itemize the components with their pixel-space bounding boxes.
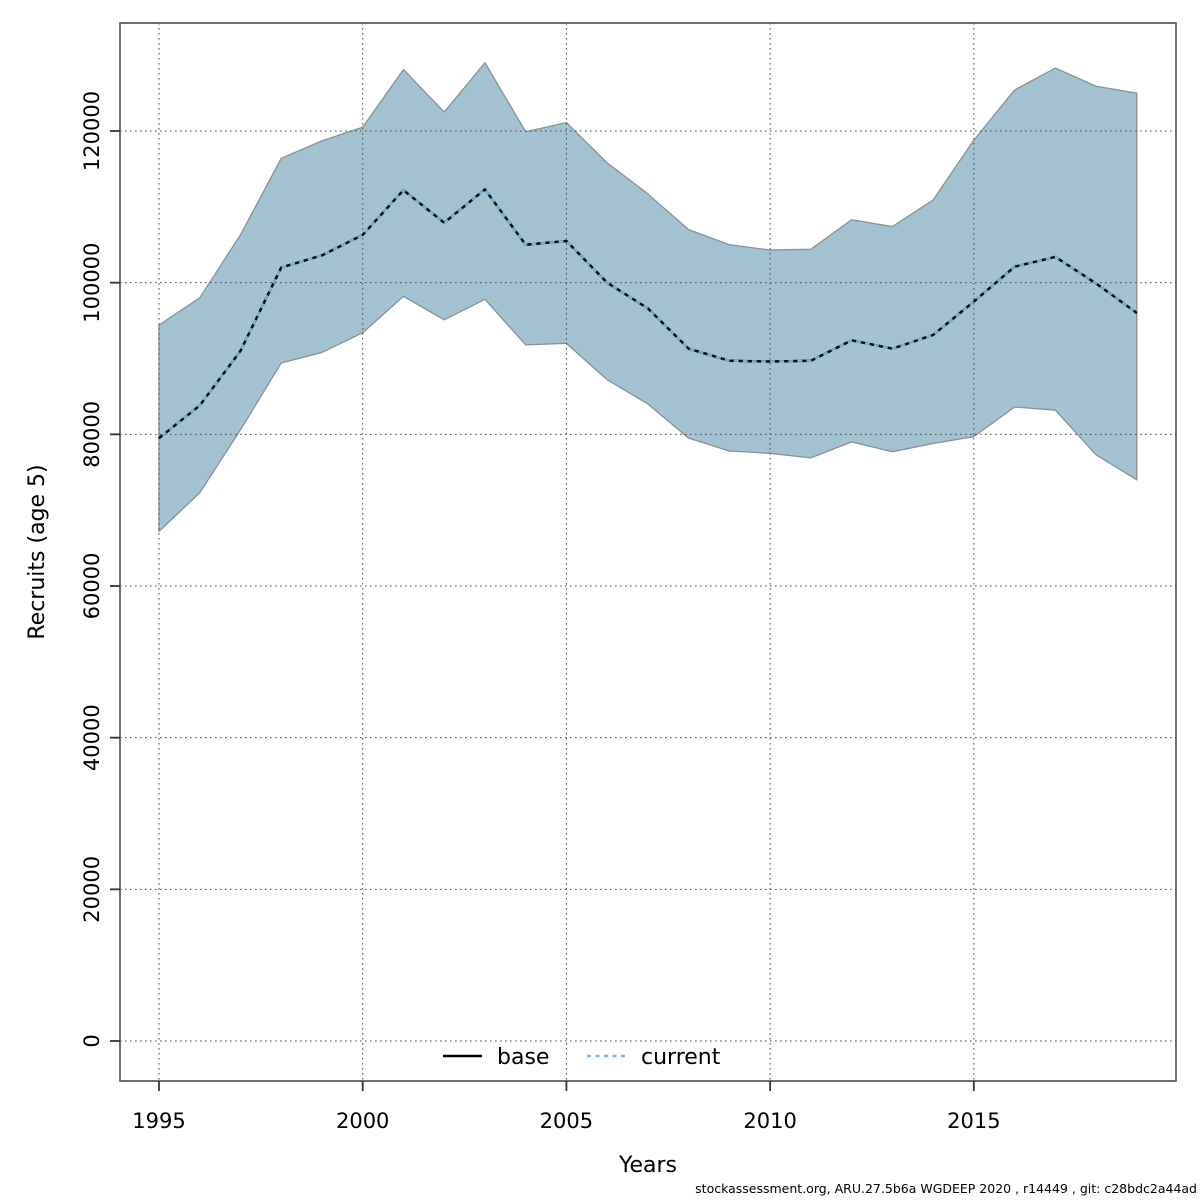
x-tick-label: 1995 — [132, 1109, 185, 1133]
plot-border — [119, 22, 1177, 1082]
series-line-layer — [158, 188, 1138, 440]
x-tick-label: 2000 — [336, 1109, 389, 1133]
y-tick-label: 100000 — [80, 243, 104, 323]
y-tick-label: 0 — [80, 1034, 104, 1047]
footer-citation: stockassessment.org, ARU.27.5b6a WGDEEP … — [695, 1181, 1197, 1196]
legend: base current — [443, 1045, 721, 1070]
y-tick-label: 120000 — [80, 91, 104, 171]
x-axis-title: Years — [618, 1153, 677, 1178]
x-tick-label: 2010 — [743, 1109, 796, 1133]
y-tick-label: 40000 — [80, 704, 104, 771]
y-tick-label: 20000 — [80, 856, 104, 923]
legend-label-base: base — [497, 1045, 549, 1070]
legend-label-current: current — [641, 1045, 721, 1070]
y-axis-title: Recruits (age 5) — [25, 464, 50, 639]
x-tick-label: 2005 — [540, 1109, 593, 1133]
current-line — [158, 188, 1138, 440]
axis-layer: 1995 2000 2005 2010 2015 0 20000 40000 60000 8000… — [80, 91, 1001, 1133]
confidence-band-layer — [158, 62, 1138, 533]
gridline-layer — [120, 23, 1176, 1081]
y-tick-label: 80000 — [80, 401, 104, 468]
y-tick-label: 60000 — [80, 553, 104, 620]
confidence-band — [158, 62, 1138, 533]
x-tick-label: 2015 — [947, 1109, 1000, 1133]
